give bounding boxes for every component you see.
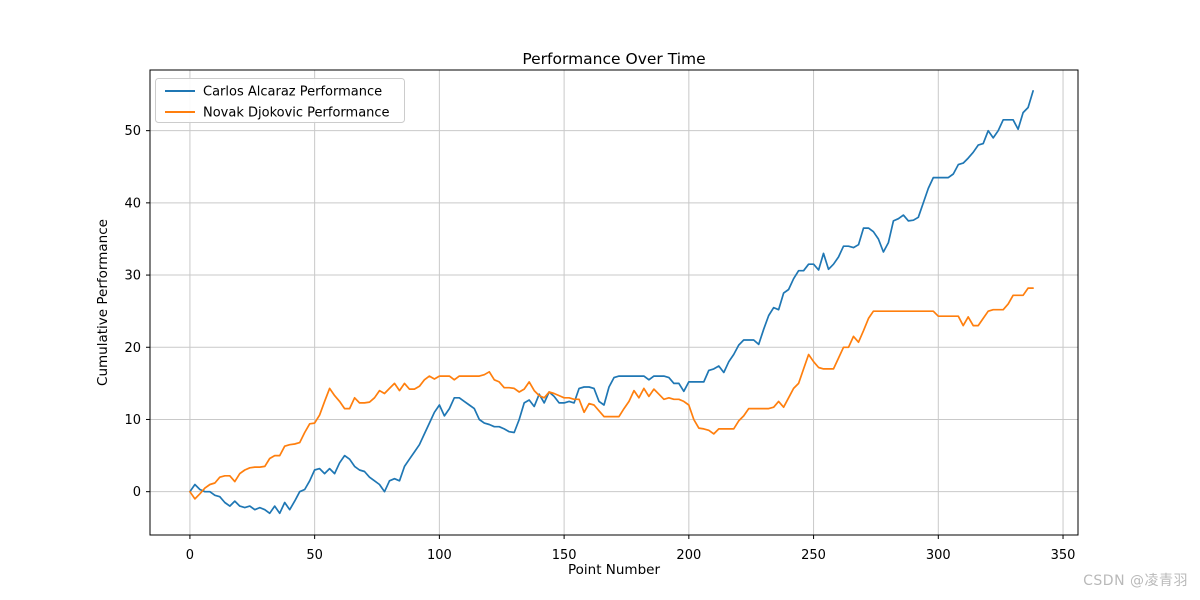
x-tick-label: 300 [926, 548, 951, 563]
grid-lines [150, 70, 1078, 535]
x-tick-label: 350 [1051, 548, 1076, 563]
watermark: CSDN @凌青羽 [1083, 573, 1188, 589]
y-tick-label: 20 [124, 341, 141, 356]
axis-ticks: 0 50 100 150 200 250 300 350 0 10 20 30 40 50 [124, 124, 1075, 563]
plot-border [149, 69, 1079, 536]
legend: Carlos Alcaraz Performance Novak Djokovi… [155, 78, 405, 123]
x-tick-label: 150 [552, 548, 577, 563]
y-tick-label: 10 [124, 413, 141, 428]
y-tick-label: 30 [124, 269, 141, 284]
x-tick-label: 0 [186, 548, 194, 563]
x-tick-label: 50 [306, 548, 323, 563]
x-tick-label: 100 [427, 548, 452, 563]
legend-box [155, 78, 405, 123]
y-tick-label: 40 [124, 196, 141, 211]
y-axis-label: Cumulative Performance [95, 219, 111, 386]
series-lines [189, 90, 1034, 515]
chart-title: Performance Over Time [522, 50, 705, 68]
y-tick-label: 50 [124, 124, 141, 139]
y-tick-label: 0 [133, 485, 141, 500]
x-tick-label: 250 [801, 548, 826, 563]
x-tick-label: 200 [676, 548, 701, 563]
legend-label-alcaraz: Carlos Alcaraz Performance [203, 85, 382, 100]
series-line-1 [189, 287, 1034, 500]
x-axis-label: Point Number [568, 562, 660, 578]
series-line-0 [189, 90, 1034, 515]
legend-label-djokovic: Novak Djokovic Performance [203, 106, 390, 121]
